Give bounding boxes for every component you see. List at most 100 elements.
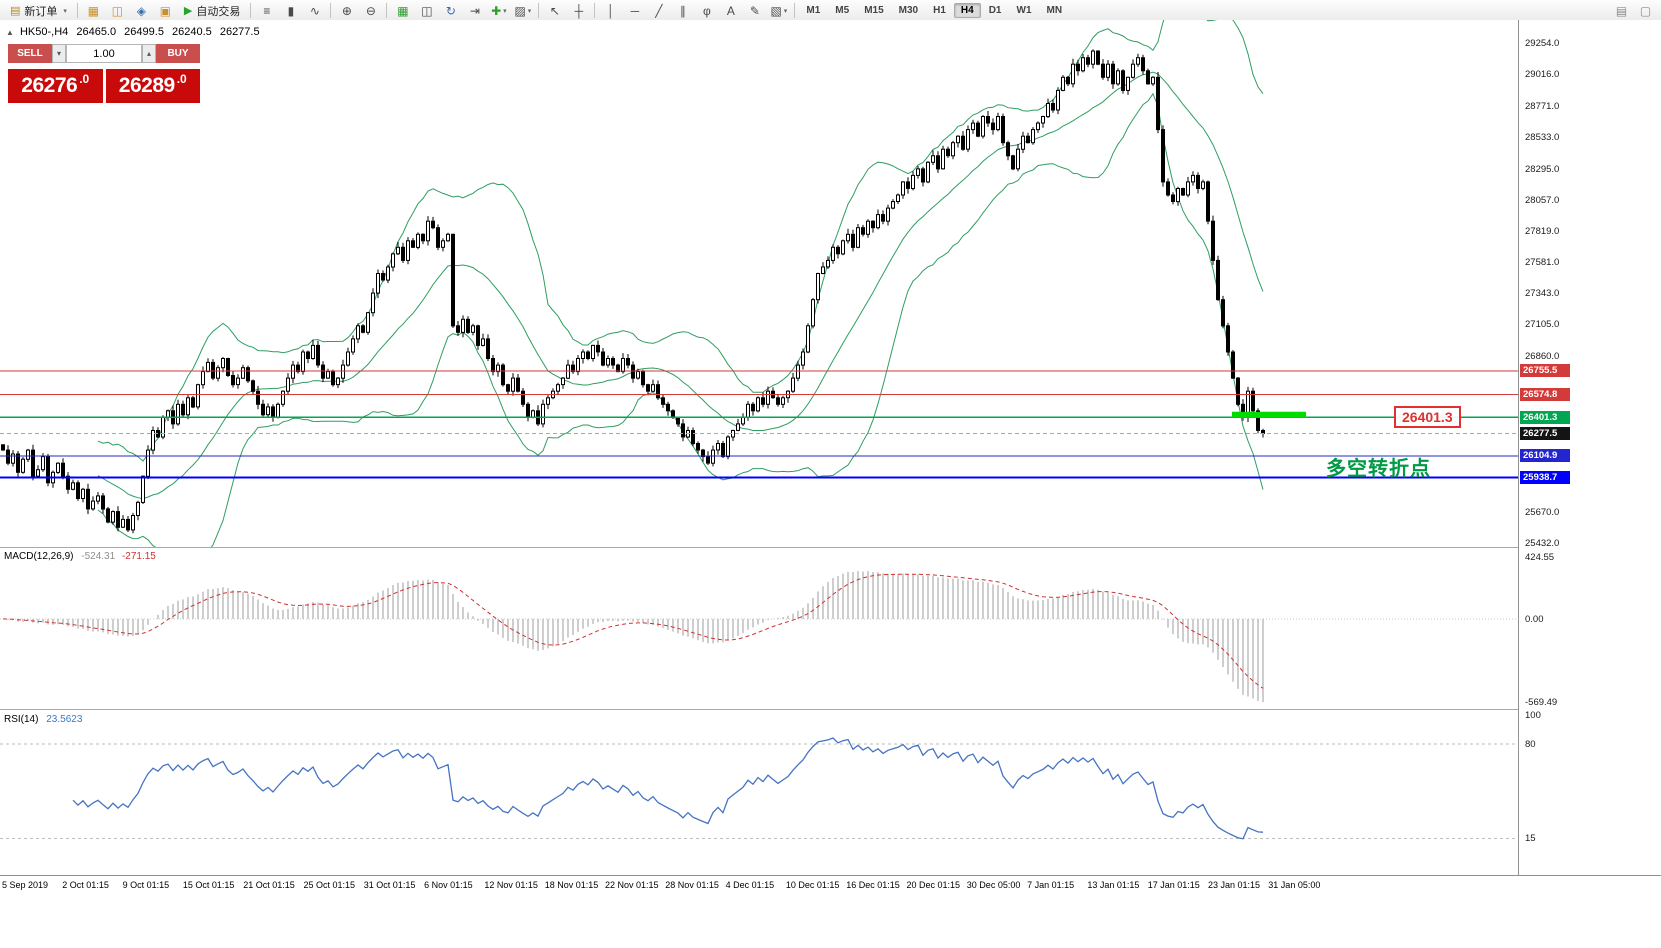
rsi-tick: 80 <box>1525 739 1536 750</box>
print-preview-icon: ▤ <box>1615 3 1628 18</box>
main-chart[interactable] <box>0 20 1518 547</box>
price-tick: 25432.0 <box>1525 537 1560 549</box>
autotrading-button[interactable]: ▶ 自动交易 <box>178 2 246 20</box>
candlestick-chart-button[interactable]: ▮ <box>279 1 302 21</box>
price-tick: 28295.0 <box>1525 163 1560 175</box>
horizontal-line-icon: ─ <box>630 3 640 18</box>
buy-price-display[interactable]: 26289.0 <box>105 69 200 103</box>
timeframe-button-H1[interactable]: H1 <box>933 5 946 16</box>
macd-tick: 0.00 <box>1525 613 1544 625</box>
trendline-button[interactable]: ╱ <box>647 1 670 21</box>
text-button[interactable]: A <box>719 1 742 21</box>
hline-price-badge: 25938.7 <box>1520 471 1570 485</box>
chart-symbol-label: HK50-,H4 <box>19 26 69 38</box>
buy-button[interactable]: BUY <box>156 44 200 63</box>
pencil-label-icon: ✎ <box>749 3 760 18</box>
macd-histogram <box>7 571 1264 702</box>
panel-separator[interactable] <box>0 709 1661 710</box>
vertical-line-button[interactable]: │ <box>599 1 622 21</box>
templates-button[interactable]: ▨ ▾ <box>511 1 534 21</box>
timeframe-button-M15[interactable]: M15 <box>864 5 884 16</box>
hline-price-badge: 26104.9 <box>1520 449 1570 463</box>
hlines-layer <box>0 370 1518 479</box>
zoom-in-icon: ⊕ <box>341 3 352 18</box>
rsi-panel[interactable] <box>0 711 1518 875</box>
panel-separator[interactable] <box>0 547 1661 548</box>
date-label: 30 Dec 05:00 <box>966 880 1021 890</box>
date-label: 9 Oct 01:15 <box>122 880 170 890</box>
volume-increase-button[interactable]: ▴ <box>142 44 156 63</box>
grid-button[interactable]: ▦ <box>391 1 414 21</box>
macd-signal-line <box>2 573 1264 689</box>
add-indicator-icon: ✚ <box>491 3 502 18</box>
bar-chart-button[interactable]: ≡ <box>255 1 278 21</box>
timeframe-button-H4[interactable]: H4 <box>953 3 981 18</box>
macd-tick: 424.55 <box>1525 552 1555 563</box>
macd-tick: -569.49 <box>1525 697 1558 708</box>
add-indicator-button[interactable]: ✚ ▾ <box>487 1 510 21</box>
price-tick: 27581.0 <box>1525 256 1560 268</box>
auto-scroll-button[interactable]: ↻ <box>439 1 462 21</box>
bar-chart-icon: ≡ <box>263 3 271 18</box>
time-axis[interactable]: 5 Sep 2019 2 Oct 01:15 9 Oct 01:15 15 Oct 0… <box>0 875 1661 898</box>
tile-windows-button[interactable]: ◫ <box>415 1 438 21</box>
macd-panel[interactable] <box>0 549 1518 708</box>
data-window-button[interactable]: ◫ <box>106 1 129 21</box>
fibonacci-icon: φ <box>703 3 711 18</box>
chevron-down-icon: ▾ <box>527 7 532 15</box>
timeframe-button-MN[interactable]: MN <box>1046 5 1063 16</box>
timeframe-button-M5[interactable]: M5 <box>835 5 850 16</box>
channel-button[interactable]: ∥ <box>671 1 694 21</box>
toolbar-separator <box>594 3 596 18</box>
date-label: 25 Oct 01:15 <box>303 880 356 890</box>
sell-button[interactable]: SELL <box>8 44 52 63</box>
sell-price-display[interactable]: 26276.0 <box>8 69 103 103</box>
toolbar: ▤ 新订单 ▾ ▦ ◫ ◈ ▣ ▶ 自动交易 ≡ ▮ ∿ ⊕ ⊖ ▦ ◫ ↻ ⇥ ✚ ▾ ▨ ▾ ↖ ┼ │ ─ ╱ ∥ φ A ✎ ▧ ▾ M1… <box>0 0 1661 22</box>
zoom-in-button[interactable]: ⊕ <box>335 1 358 21</box>
chevron-down-icon: ▾ <box>783 7 788 15</box>
date-label: 6 Nov 01:15 <box>424 880 473 890</box>
timeframe-button-M1[interactable]: M1 <box>806 5 821 16</box>
zoom-out-button[interactable]: ⊖ <box>359 1 382 21</box>
text-icon: A <box>726 3 735 18</box>
crosshair-button[interactable]: ┼ <box>567 1 590 21</box>
new-order-button[interactable]: ▤ 新订单 ▾ <box>4 2 73 20</box>
navigator-button[interactable]: ◈ <box>130 1 153 21</box>
date-label: 31 Oct 01:15 <box>363 880 416 890</box>
volume-decrease-button[interactable]: ▾ <box>52 44 66 63</box>
bollinger-bands <box>97 20 1264 547</box>
window-list-button[interactable]: ▢ <box>1634 1 1657 21</box>
volume-input[interactable] <box>66 44 142 63</box>
macd-signal-value: -271.15 <box>121 551 156 562</box>
grid-icon: ▦ <box>397 3 409 18</box>
horizontal-line-button[interactable]: ─ <box>623 1 646 21</box>
cursor-button[interactable]: ↖ <box>543 1 566 21</box>
rsi-line <box>72 737 1264 840</box>
terminal-button[interactable]: ▣ <box>154 1 177 21</box>
timeframe-button-D1[interactable]: D1 <box>988 5 1002 16</box>
line-chart-button[interactable]: ∿ <box>303 1 326 21</box>
fibonacci-button[interactable]: φ <box>695 1 718 21</box>
price-tick: 28057.0 <box>1525 194 1560 206</box>
price-callout-label[interactable]: 26401.3 <box>1394 406 1461 429</box>
sell-price-frac: .0 <box>79 72 90 86</box>
bar-close-value: 26277.5 <box>219 26 260 38</box>
timeframe-button-M30[interactable]: M30 <box>898 5 919 16</box>
turning-point-annotation[interactable]: 多空转折点 <box>1326 458 1431 480</box>
date-label: 7 Jan 01:15 <box>1027 880 1075 890</box>
one-click-trading-panel: SELL ▾ ▴ BUY 26276.0 26289.0 <box>8 44 200 103</box>
chart-shift-button[interactable]: ⇥ <box>463 1 486 21</box>
bar-high-value: 26499.5 <box>124 26 164 38</box>
market-watch-button[interactable]: ▦ <box>82 1 105 21</box>
price-tick: 28771.0 <box>1525 101 1560 113</box>
date-label: 17 Jan 01:15 <box>1147 880 1200 890</box>
timeframe-button-W1[interactable]: W1 <box>1016 5 1032 16</box>
shapes-button[interactable]: ▧ ▾ <box>767 1 790 21</box>
date-label: 2 Oct 01:15 <box>62 880 109 890</box>
price-tick: 27819.0 <box>1525 225 1560 237</box>
date-label: 28 Nov 01:15 <box>665 880 719 890</box>
print-preview-button[interactable]: ▤ <box>1610 1 1633 21</box>
price-axis[interactable]: 29254.0 29016.0 28771.0 28533.0 28295.0 28057… <box>1518 20 1661 875</box>
toolbar-separator <box>76 3 78 18</box>
arrow-label-button[interactable]: ✎ <box>743 1 766 21</box>
